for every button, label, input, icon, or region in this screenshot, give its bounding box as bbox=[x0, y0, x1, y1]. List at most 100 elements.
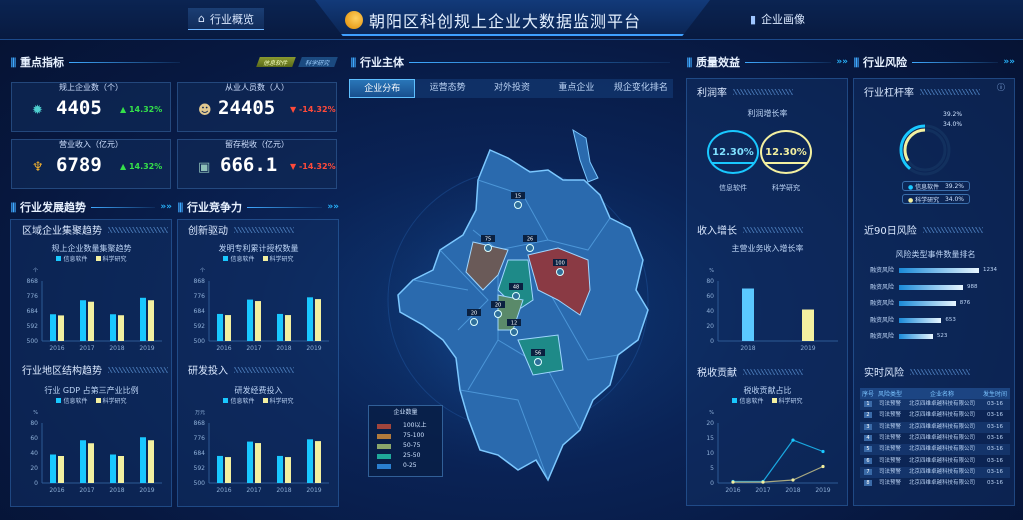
map-marker[interactable]: 26 bbox=[523, 235, 537, 252]
map-marker[interactable]: 48 bbox=[509, 283, 523, 300]
map-region-100-plus[interactable] bbox=[527, 247, 591, 316]
cell-company: 北京四维卓越科技有限公司 bbox=[908, 468, 975, 475]
table-row[interactable]: 4 司法预警 北京四维卓越科技有限公司 03-16 bbox=[860, 433, 1010, 444]
data-point bbox=[791, 438, 795, 442]
col-header: 序号 bbox=[861, 391, 874, 398]
profit-value: 12.30% bbox=[765, 146, 807, 158]
x-tick-label: 2019 bbox=[815, 487, 830, 494]
table-row[interactable]: 7 司法预警 北京四维卓越科技有限公司 03-16 bbox=[860, 466, 1010, 479]
risk-bar-label: 融资风险 bbox=[870, 333, 895, 340]
x-tick-label: 2018 bbox=[109, 345, 124, 352]
bar bbox=[118, 315, 124, 341]
y-tick-label: 40 bbox=[30, 450, 38, 457]
series-line bbox=[733, 465, 824, 483]
profit-value: 12.30% bbox=[712, 146, 754, 158]
table-row[interactable]: 2 司法预警 北京四维卓越科技有限公司 03-16 bbox=[860, 410, 1010, 421]
tab-external-investment[interactable]: 对外投资 bbox=[494, 83, 531, 93]
chart-title: 研发经费投入 bbox=[234, 386, 283, 395]
section-title: 行业主体 bbox=[359, 56, 404, 69]
x-tick-label: 2019 bbox=[139, 487, 154, 494]
sub-heading: 税收贡献 bbox=[697, 364, 803, 379]
cell-time: 03-16 bbox=[987, 401, 1003, 408]
tab-enterprise-distribution[interactable]: 企业分布 bbox=[349, 79, 416, 98]
legend-label: 信息软件 bbox=[230, 398, 255, 405]
chart-tax-contribution: 税收贡献占比 信息软件 科学研究% 0 5 10 15 20 2016 2017 2018 2019 bbox=[690, 386, 845, 496]
bar bbox=[140, 297, 146, 341]
legend-swatch bbox=[223, 398, 229, 403]
donut-value: 39.2% bbox=[943, 111, 962, 118]
table-row[interactable]: 8 司法预警 北京四维卓越科技有限公司 03-16 bbox=[860, 478, 1010, 489]
bar bbox=[50, 314, 56, 341]
risk-bar bbox=[899, 334, 933, 339]
sub-heading: 创新驱动 bbox=[188, 222, 294, 237]
legend-label: 科学研究 bbox=[269, 398, 294, 405]
kpi-change: ▼ -14.32% bbox=[290, 105, 336, 114]
tag-info-software[interactable]: 信息软件 bbox=[256, 57, 296, 67]
series-line bbox=[733, 439, 824, 483]
index-badge: 3 bbox=[864, 423, 872, 430]
chevrons-icon: »» bbox=[327, 202, 339, 212]
y-tick-label: 20 bbox=[706, 323, 714, 330]
map-region-75-100[interactable] bbox=[465, 241, 509, 291]
center-tabs: 企业分布 运营态势 对外投资 重点企业 规企变化排名 bbox=[349, 79, 673, 98]
y-tick-label: 868 bbox=[27, 278, 39, 285]
y-tick-label: 80 bbox=[706, 278, 714, 285]
section-industry-trend: ||| 行业发展趋势»» bbox=[10, 201, 172, 214]
chart-plot: % 0 20 40 60 80 2018 2019 bbox=[706, 268, 838, 352]
y-tick-label: 0 bbox=[710, 480, 714, 487]
map-marker[interactable]: 20 bbox=[491, 301, 505, 318]
chart-title: 税收贡献占比 bbox=[743, 386, 792, 395]
chart-plot: 个 500 592 684 776 868 2016 2017 2018 2019 bbox=[27, 268, 162, 352]
y-unit: 个 bbox=[33, 268, 38, 274]
marker-value: 20 bbox=[471, 311, 477, 317]
table-row[interactable]: 3 司法预警 北京四维卓越科技有限公司 03-16 bbox=[860, 421, 1010, 433]
nav-enterprise-portrait[interactable]: ▮ 企业画像 bbox=[740, 8, 815, 30]
legend-value: 39.2% bbox=[944, 182, 964, 190]
legend-swatch bbox=[377, 443, 391, 449]
location-pin-icon bbox=[512, 292, 520, 300]
map-legend-item: 0-25 bbox=[377, 461, 434, 471]
marker-badge bbox=[553, 259, 567, 266]
table-row[interactable]: 6 司法预警 北京四维卓越科技有限公司 03-16 bbox=[860, 455, 1010, 466]
tab-operation-status[interactable]: 运营态势 bbox=[429, 83, 466, 93]
bar bbox=[255, 443, 261, 483]
bar bbox=[110, 314, 116, 341]
nav-label: 企业画像 bbox=[761, 13, 806, 26]
legend-label: 科学研究 bbox=[915, 196, 940, 204]
section-key-indicators: ||| 重点指标 bbox=[10, 55, 180, 69]
x-tick-label: 2016 bbox=[725, 487, 740, 494]
map-marker[interactable]: 20 bbox=[467, 309, 481, 326]
x-tick-label: 2018 bbox=[785, 487, 800, 494]
tab-key-enterprises[interactable]: 重点企业 bbox=[558, 83, 595, 93]
bar bbox=[140, 437, 146, 483]
chart-title: 主营业务收入增长率 bbox=[731, 244, 804, 253]
sub-title: 区域企业集聚趋势 bbox=[22, 226, 102, 237]
map-marker[interactable]: 56 bbox=[531, 349, 545, 366]
tag-science-research[interactable]: 科学研究 bbox=[298, 57, 338, 67]
tab-change-ranking[interactable]: 规企变化排名 bbox=[613, 83, 668, 93]
section-quality-benefit: ||| 质量效益»» bbox=[686, 56, 848, 69]
chart-rd-investment: 研发经费投入 信息软件 科学研究 万元 500 592 684 776 868 2016 2017 2… bbox=[181, 386, 336, 496]
map-marker[interactable]: 12 bbox=[507, 319, 521, 336]
legend-label: 科学研究 bbox=[102, 398, 127, 405]
y-tick-label: 868 bbox=[194, 420, 206, 427]
cell-index: 3 bbox=[860, 423, 876, 431]
table-row[interactable]: 1 司法预警 北京四维卓越科技有限公司 03-16 bbox=[860, 399, 1010, 411]
bar bbox=[217, 313, 223, 341]
map-marker[interactable]: 15 bbox=[511, 192, 525, 209]
map-marker[interactable]: 100 bbox=[553, 259, 567, 276]
marker-value: 56 bbox=[535, 351, 541, 357]
bar bbox=[80, 440, 86, 483]
info-icon[interactable]: ⓘ bbox=[997, 83, 1005, 92]
bar bbox=[148, 300, 154, 341]
table-row[interactable]: 5 司法预警 北京四维卓越科技有限公司 03-16 bbox=[860, 444, 1010, 456]
map-marker[interactable]: 75 bbox=[481, 235, 495, 252]
cell-company: 北京四维卓越科技有限公司 bbox=[908, 446, 975, 453]
cell-company: 北京四维卓越科技有限公司 bbox=[908, 423, 975, 430]
marker-badge bbox=[481, 235, 495, 242]
marker-value: 20 bbox=[495, 303, 501, 309]
district-map[interactable]: 15 75 26 100 48 20 20 12 56 bbox=[348, 100, 676, 505]
nav-industry-overview[interactable]: ⌂ 行业概览 bbox=[188, 8, 264, 30]
legend-swatch bbox=[95, 398, 101, 403]
legend-label: 科学研究 bbox=[102, 256, 127, 263]
